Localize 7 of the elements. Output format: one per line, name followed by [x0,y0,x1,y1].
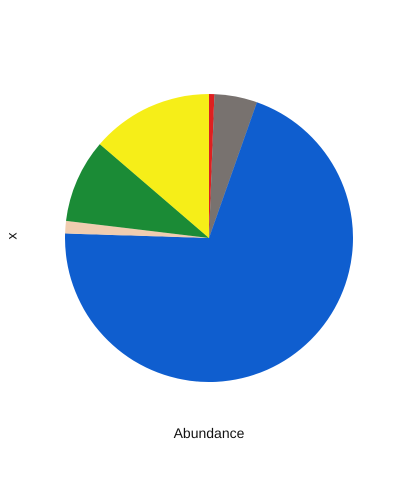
pie-slice [100,94,209,238]
text: Abundance [172,425,246,441]
pie-slice [65,220,209,238]
text: x [4,232,20,240]
pie-slice [66,144,209,238]
pie-slice [209,94,257,238]
pie-slice [65,102,353,382]
